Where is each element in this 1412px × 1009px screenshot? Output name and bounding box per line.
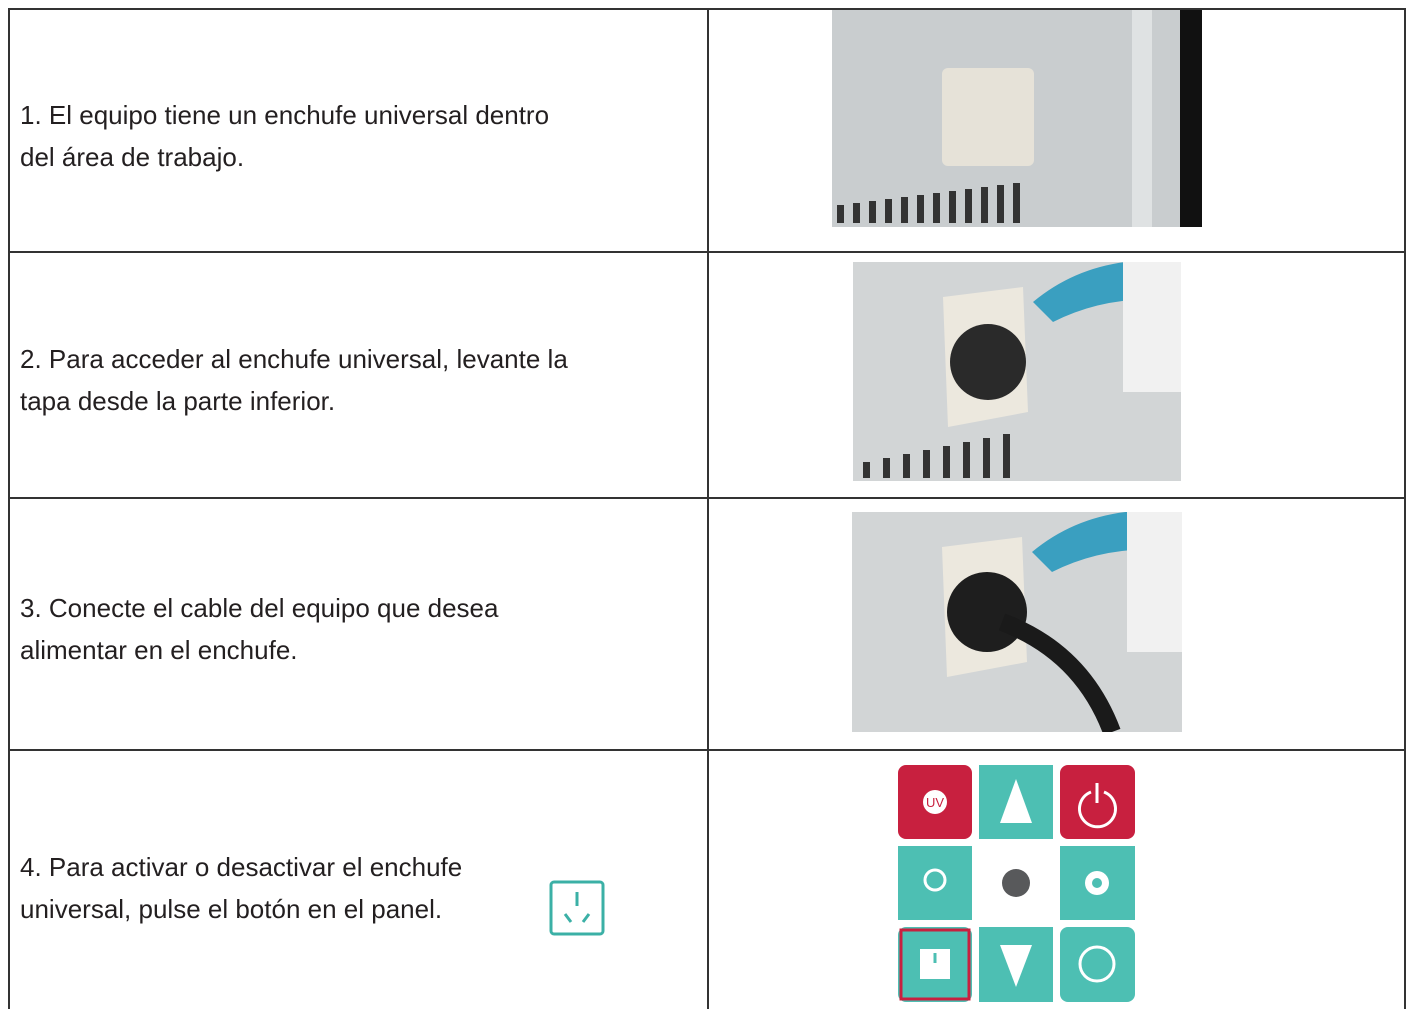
photo-socket-open: [853, 262, 1181, 481]
step-text: 3. Conecte el cable del equipo que desea…: [20, 587, 498, 671]
text-line: universal, pulse el botón en el panel.: [20, 894, 443, 924]
socket-icon: [549, 880, 605, 936]
table-border: [707, 8, 709, 1009]
uv-label: UV: [926, 795, 944, 810]
text-line: 1. El equipo tiene un enchufe universal …: [20, 100, 550, 130]
text-line: 2. Para acceder al enchufe universal, le…: [20, 344, 568, 374]
text-line: del área de trabajo.: [20, 142, 245, 172]
text-line: 4. Para activar o desactivar el enchufe: [20, 852, 463, 882]
photo-socket-plugged: [852, 512, 1182, 732]
step-text: 2. Para acceder al enchufe universal, le…: [20, 338, 568, 422]
table-border: [8, 749, 1406, 751]
step-text: 4. Para activar o desactivar el enchufe u…: [20, 846, 462, 930]
text-line: alimentar en el enchufe.: [20, 635, 298, 665]
step-text: 1. El equipo tiene un enchufe universal …: [20, 94, 549, 178]
table-border: [1404, 8, 1406, 1009]
text-line: tapa desde la parte inferior.: [20, 386, 336, 416]
photo-enclosure: [832, 10, 1202, 227]
control-panel: UV: [898, 765, 1135, 1002]
table-border: [8, 497, 1406, 499]
table-border: [8, 251, 1406, 253]
text-line: 3. Conecte el cable del equipo que desea: [20, 593, 499, 623]
table-border: [8, 8, 10, 1009]
